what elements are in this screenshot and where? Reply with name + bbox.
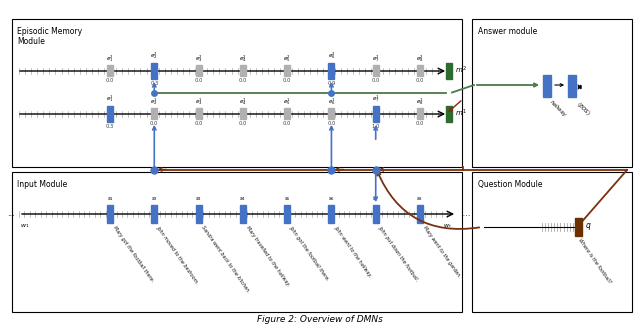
Text: $s_5$: $s_5$ xyxy=(284,195,291,203)
Text: 0.0: 0.0 xyxy=(239,121,247,126)
Text: 0.3: 0.3 xyxy=(106,124,114,129)
Bar xyxy=(284,108,290,119)
Bar xyxy=(12,19,462,167)
Text: 0.9: 0.9 xyxy=(327,81,335,86)
Text: 0.0: 0.0 xyxy=(195,121,203,126)
Bar xyxy=(107,65,113,76)
Text: 0.0: 0.0 xyxy=(239,78,247,83)
Text: Where is the football?: Where is the football? xyxy=(577,238,612,285)
Text: Answer module: Answer module xyxy=(478,27,537,36)
Text: $e_2^1$: $e_2^1$ xyxy=(150,96,158,107)
Text: 0.0: 0.0 xyxy=(195,78,203,83)
Text: Figure 2: Overview of DMNs: Figure 2: Overview of DMNs xyxy=(257,315,383,324)
Text: Sandra went back to the kitchen.: Sandra went back to the kitchen. xyxy=(200,225,251,294)
Text: Mary travelled to the hallway.: Mary travelled to the hallway. xyxy=(245,225,291,287)
Text: $e_6^1$: $e_6^1$ xyxy=(328,96,335,107)
Bar xyxy=(151,63,157,79)
Bar xyxy=(575,218,582,236)
Text: $e_7^1$: $e_7^1$ xyxy=(372,93,380,104)
Bar xyxy=(328,63,335,79)
Text: $m^2$: $m^2$ xyxy=(455,64,467,76)
Bar xyxy=(107,205,113,223)
Text: $e_5^2$: $e_5^2$ xyxy=(284,53,291,64)
Text: 1.0: 1.0 xyxy=(372,124,380,129)
Text: $q$: $q$ xyxy=(585,220,591,231)
Bar xyxy=(417,108,423,119)
Text: $e_5^1$: $e_5^1$ xyxy=(284,96,291,107)
Bar xyxy=(107,106,113,122)
Bar xyxy=(417,65,423,76)
Bar xyxy=(372,65,379,76)
Text: $e_3^1$: $e_3^1$ xyxy=(195,96,202,107)
Text: John put down the football.: John put down the football. xyxy=(378,225,420,282)
Text: Question Module: Question Module xyxy=(478,180,543,189)
Bar xyxy=(446,63,452,79)
Bar xyxy=(417,205,423,223)
Text: $e_1^2$: $e_1^2$ xyxy=(106,53,114,64)
Bar xyxy=(240,65,246,76)
Bar xyxy=(328,205,335,223)
Bar xyxy=(196,205,202,223)
Text: $s_4$: $s_4$ xyxy=(239,195,246,203)
Text: 0.0: 0.0 xyxy=(283,121,291,126)
Text: Mary went to the garden.: Mary went to the garden. xyxy=(422,225,461,279)
Text: $\langle$EOS$\rangle$: $\langle$EOS$\rangle$ xyxy=(574,99,593,118)
Text: $w_1$: $w_1$ xyxy=(20,222,29,230)
Bar xyxy=(328,108,335,119)
Text: $m^1$: $m^1$ xyxy=(455,107,467,119)
Bar xyxy=(240,205,246,223)
Text: 0.0: 0.0 xyxy=(106,78,114,83)
Text: $e_4^1$: $e_4^1$ xyxy=(239,96,247,107)
Text: $e_8^1$: $e_8^1$ xyxy=(416,96,424,107)
Bar xyxy=(151,205,157,223)
Text: $s_7$: $s_7$ xyxy=(372,195,380,203)
Bar xyxy=(372,205,379,223)
Bar xyxy=(196,65,202,76)
Bar xyxy=(284,65,290,76)
Bar xyxy=(196,108,202,119)
Text: John moved to the bedroom.: John moved to the bedroom. xyxy=(156,225,200,285)
Text: 0.0: 0.0 xyxy=(416,121,424,126)
Bar xyxy=(568,75,576,97)
Text: 0.3: 0.3 xyxy=(150,81,159,86)
Text: 0.0: 0.0 xyxy=(416,78,424,83)
Text: 0.0: 0.0 xyxy=(150,121,159,126)
Text: $s_1$: $s_1$ xyxy=(106,195,113,203)
Text: hallway: hallway xyxy=(549,99,568,118)
Text: $s_2$: $s_2$ xyxy=(151,195,157,203)
Text: $w_t$: $w_t$ xyxy=(442,222,451,230)
Bar xyxy=(284,205,290,223)
Text: $s_6$: $s_6$ xyxy=(328,195,335,203)
Text: ...: ... xyxy=(7,209,15,218)
Text: $e_2^2$: $e_2^2$ xyxy=(150,50,158,61)
Text: $e_7^2$: $e_7^2$ xyxy=(372,53,380,64)
Text: $e_1^1$: $e_1^1$ xyxy=(106,93,114,104)
Text: 0.0: 0.0 xyxy=(327,121,335,126)
Text: $e_3^2$: $e_3^2$ xyxy=(195,53,202,64)
Bar xyxy=(12,172,462,312)
Text: $e_4^2$: $e_4^2$ xyxy=(239,53,246,64)
Text: $s_8$: $s_8$ xyxy=(417,195,424,203)
Text: $e_6^2$: $e_6^2$ xyxy=(328,50,335,61)
Bar xyxy=(543,75,551,97)
Bar xyxy=(472,19,632,167)
Text: $s_3$: $s_3$ xyxy=(195,195,202,203)
Text: $e_8^2$: $e_8^2$ xyxy=(416,53,424,64)
Text: John got the football there.: John got the football there. xyxy=(289,225,331,282)
Text: 0.0: 0.0 xyxy=(283,78,291,83)
Bar xyxy=(151,108,157,119)
Bar xyxy=(446,106,452,122)
Bar xyxy=(472,172,632,312)
Text: ....: .... xyxy=(460,209,470,218)
Text: 0.0: 0.0 xyxy=(372,78,380,83)
Bar xyxy=(372,106,379,122)
Text: John went to the hallway.: John went to the hallway. xyxy=(333,225,372,278)
Text: Episodic Memory: Episodic Memory xyxy=(17,27,82,36)
Text: Input Module: Input Module xyxy=(17,180,67,189)
Bar xyxy=(240,108,246,119)
Text: Mary got the football there.: Mary got the football there. xyxy=(112,225,155,283)
Text: Module: Module xyxy=(17,37,45,46)
